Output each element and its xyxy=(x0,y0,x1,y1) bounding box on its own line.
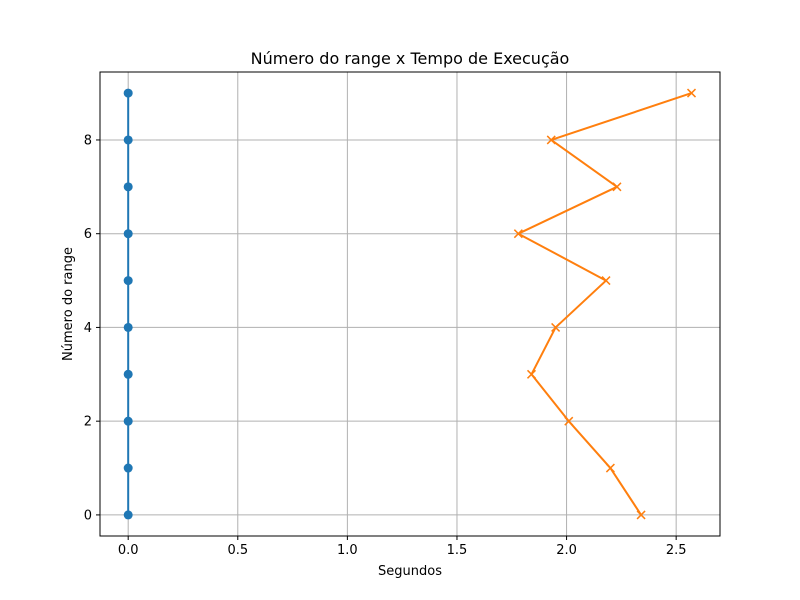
data-point xyxy=(526,369,537,379)
data-point xyxy=(123,276,133,286)
y-tick-label: 2 xyxy=(84,415,92,430)
data-point xyxy=(546,135,556,145)
y-tick-label: 4 xyxy=(84,321,92,336)
x-tick-label: 1.5 xyxy=(447,543,468,558)
plot-series xyxy=(123,88,697,520)
data-point xyxy=(123,416,133,426)
y-tick-label: 8 xyxy=(84,133,92,148)
x-tick-label: 2.5 xyxy=(666,543,687,558)
chart-title: Número do range x Tempo de Execução xyxy=(251,49,570,68)
data-point xyxy=(123,229,133,239)
x-tick-label: 0.0 xyxy=(118,543,139,558)
y-tick-label: 0 xyxy=(84,508,92,523)
x-tick-label: 0.5 xyxy=(227,543,248,558)
data-point xyxy=(686,88,697,98)
axis-ticks: 0.0 0.5 1.0 1.5 2.0 2.5 0 2 4 6 8 xyxy=(84,133,687,558)
data-point xyxy=(123,463,133,473)
series-1 xyxy=(513,88,697,520)
data-point xyxy=(123,510,133,520)
plot-frame xyxy=(99,71,721,537)
data-point xyxy=(123,322,133,332)
data-point xyxy=(123,182,133,192)
data-point xyxy=(636,510,646,520)
data-point xyxy=(123,135,133,145)
series-line xyxy=(517,92,692,516)
data-point xyxy=(564,416,574,426)
grid xyxy=(100,72,720,536)
y-tick-label: 6 xyxy=(84,227,92,242)
data-point xyxy=(551,322,561,332)
x-axis-title: Segundos xyxy=(378,564,442,579)
data-point xyxy=(123,369,133,379)
data-point xyxy=(123,88,133,98)
data-point xyxy=(612,182,622,192)
data-point xyxy=(605,463,615,473)
x-tick-label: 2.0 xyxy=(556,543,577,558)
y-axis-title: Número do range xyxy=(61,247,76,361)
series-0 xyxy=(123,88,133,520)
data-point xyxy=(601,276,611,286)
x-tick-label: 1.0 xyxy=(337,543,358,558)
data-point xyxy=(513,229,523,239)
